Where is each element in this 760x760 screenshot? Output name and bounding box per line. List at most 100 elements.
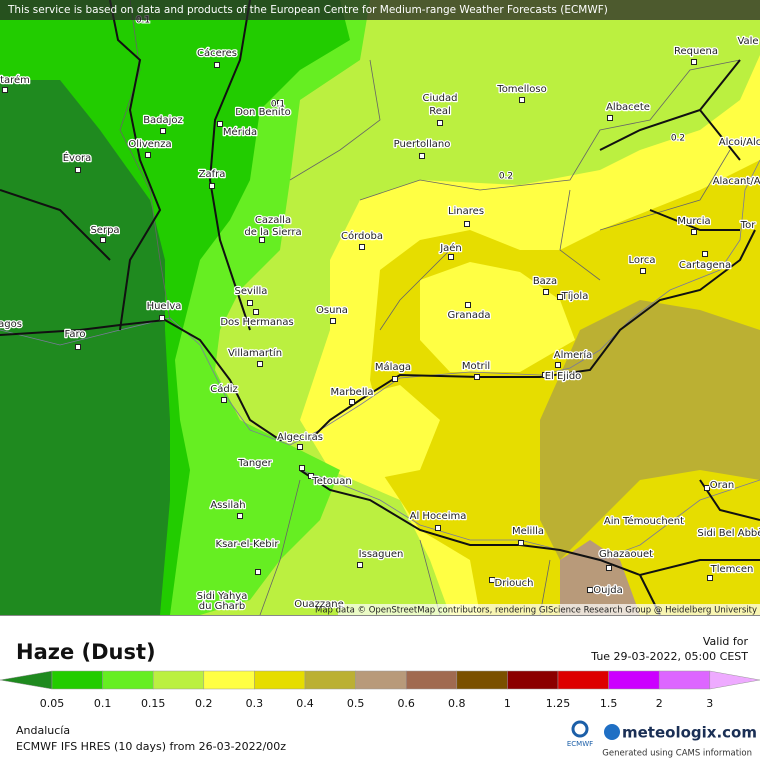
city-marker bbox=[299, 465, 305, 471]
city-marker bbox=[691, 229, 697, 235]
colorbar-segment bbox=[203, 670, 255, 690]
city-label: Granada bbox=[448, 310, 491, 321]
zone-olive bbox=[540, 300, 760, 560]
city-label: Villamartín bbox=[228, 347, 282, 359]
model-run: ECMWF IFS HRES (10 days) from 26-03-2022… bbox=[16, 740, 286, 753]
city-marker bbox=[277, 100, 283, 106]
zone-yellow bbox=[340, 385, 440, 480]
city-marker bbox=[349, 399, 355, 405]
city-marker bbox=[555, 362, 561, 368]
city-label: Tetouan bbox=[311, 476, 351, 487]
city-label: Tor bbox=[740, 220, 757, 231]
contour-label: 0.1 bbox=[271, 100, 285, 110]
city-marker bbox=[145, 152, 151, 158]
city-label: Vale bbox=[737, 36, 758, 47]
colorbar-segment bbox=[304, 670, 356, 690]
colorbar-tick-label: 0.05 bbox=[40, 697, 65, 710]
zone-yellow bbox=[420, 262, 575, 372]
city-marker bbox=[448, 254, 454, 260]
city-marker bbox=[297, 444, 303, 450]
city-label: Alcoi/Alc bbox=[719, 137, 760, 148]
colorbar-segment bbox=[557, 670, 609, 690]
attribution: Map data © OpenStreetMap contributors, r… bbox=[315, 606, 757, 616]
city-marker bbox=[607, 115, 613, 121]
city-label: Issaguen bbox=[359, 549, 404, 560]
city-label: Alacant/Al bbox=[713, 176, 760, 187]
city-label: El Ejido bbox=[545, 371, 582, 382]
city-label: Cazalla bbox=[255, 215, 291, 226]
city-label: Al Hoceima bbox=[410, 511, 467, 522]
city-label: Cartagena bbox=[679, 260, 731, 271]
colorbar-segment bbox=[152, 670, 205, 690]
colorbar-tick-label: 0.15 bbox=[141, 697, 166, 710]
city-marker bbox=[75, 167, 81, 173]
colorbar-tick-label: 2 bbox=[656, 697, 663, 710]
zone-dark-green bbox=[0, 80, 170, 615]
notice-bar bbox=[0, 0, 760, 20]
city-label: Serpa bbox=[90, 225, 119, 236]
city-marker bbox=[543, 289, 549, 295]
city-label: Zafra bbox=[199, 169, 226, 180]
city-marker bbox=[209, 183, 215, 189]
colorbar-segment bbox=[405, 670, 458, 690]
colorbar-tick-label: 0.5 bbox=[347, 697, 365, 710]
city-label: Ciudad bbox=[423, 93, 458, 104]
map: Cáceres Don Benito Badajoz Mérida Olivenza Év… bbox=[0, 0, 760, 616]
city-label: Melilla bbox=[512, 526, 544, 537]
city-label: Oujda bbox=[593, 585, 622, 596]
city-label: Tanger bbox=[237, 458, 272, 469]
road bbox=[0, 229, 756, 441]
colorbar-tick-label: 0.8 bbox=[448, 697, 466, 710]
province-border bbox=[119, 0, 741, 616]
city-marker bbox=[419, 153, 425, 159]
city-marker bbox=[465, 302, 471, 308]
city-label: Marbella bbox=[330, 387, 373, 398]
legend-title: Haze (Dust) bbox=[16, 640, 156, 664]
city-marker bbox=[474, 374, 480, 380]
city-label: Ouazzane bbox=[294, 599, 343, 610]
city-label: Real bbox=[429, 106, 451, 117]
city-marker bbox=[330, 318, 336, 324]
city-marker bbox=[237, 513, 243, 519]
city-label: Tomelloso bbox=[496, 84, 546, 95]
city-layer: Cáceres Don Benito Badajoz Mérida Olivenza Év… bbox=[0, 15, 760, 614]
city-label: Don Benito bbox=[235, 107, 291, 118]
cams-note: Generated using CAMS information bbox=[602, 749, 752, 759]
colorbar-segment bbox=[102, 670, 154, 690]
city-label: Jaén bbox=[439, 242, 462, 254]
city-marker bbox=[542, 372, 548, 378]
colorbar-tick-label: 0.3 bbox=[246, 697, 264, 710]
city-marker bbox=[253, 309, 259, 315]
city-label: Oran bbox=[710, 480, 734, 491]
city-label: Ksar-el-Kebir bbox=[216, 539, 280, 550]
city-marker bbox=[691, 59, 697, 65]
region: Andalucía bbox=[16, 724, 70, 737]
colorbar-arrow bbox=[0, 670, 53, 690]
city-label: Lorca bbox=[628, 255, 655, 266]
city-label: Ain Témouchent bbox=[604, 515, 684, 527]
valid-label: Valid for bbox=[703, 635, 749, 648]
brand-logo bbox=[604, 724, 620, 740]
coastline bbox=[0, 159, 760, 446]
colorbar: 0.05 0.1 0.15 0.2 0.3 0.4 0.5 0.6 0.8 1 1.25 1.5 2 3 bbox=[0, 670, 760, 710]
city-label: Mérida bbox=[223, 126, 257, 138]
city-marker bbox=[259, 237, 265, 243]
city-label: Algeciras bbox=[277, 432, 323, 443]
road bbox=[0, 0, 251, 331]
city-label: Sidi Bel Abbès bbox=[697, 527, 760, 539]
city-marker bbox=[704, 485, 710, 491]
colorbar-arrow bbox=[709, 670, 760, 690]
city-label: Dos Hermanas bbox=[220, 317, 293, 328]
ecmwf-label: ECMWF bbox=[567, 740, 593, 748]
zone-brown bbox=[560, 540, 640, 615]
city-label: tarém bbox=[0, 74, 30, 86]
colorbar-tick-label: 1 bbox=[504, 697, 511, 710]
city-label: Huelva bbox=[147, 301, 182, 312]
city-label: Sevilla bbox=[235, 286, 268, 297]
contour-label: 0.2 bbox=[499, 172, 513, 182]
city-marker bbox=[75, 344, 81, 350]
colorbar-segment bbox=[254, 670, 306, 690]
city-marker bbox=[357, 562, 363, 568]
brand: meteologix.com bbox=[622, 724, 757, 742]
